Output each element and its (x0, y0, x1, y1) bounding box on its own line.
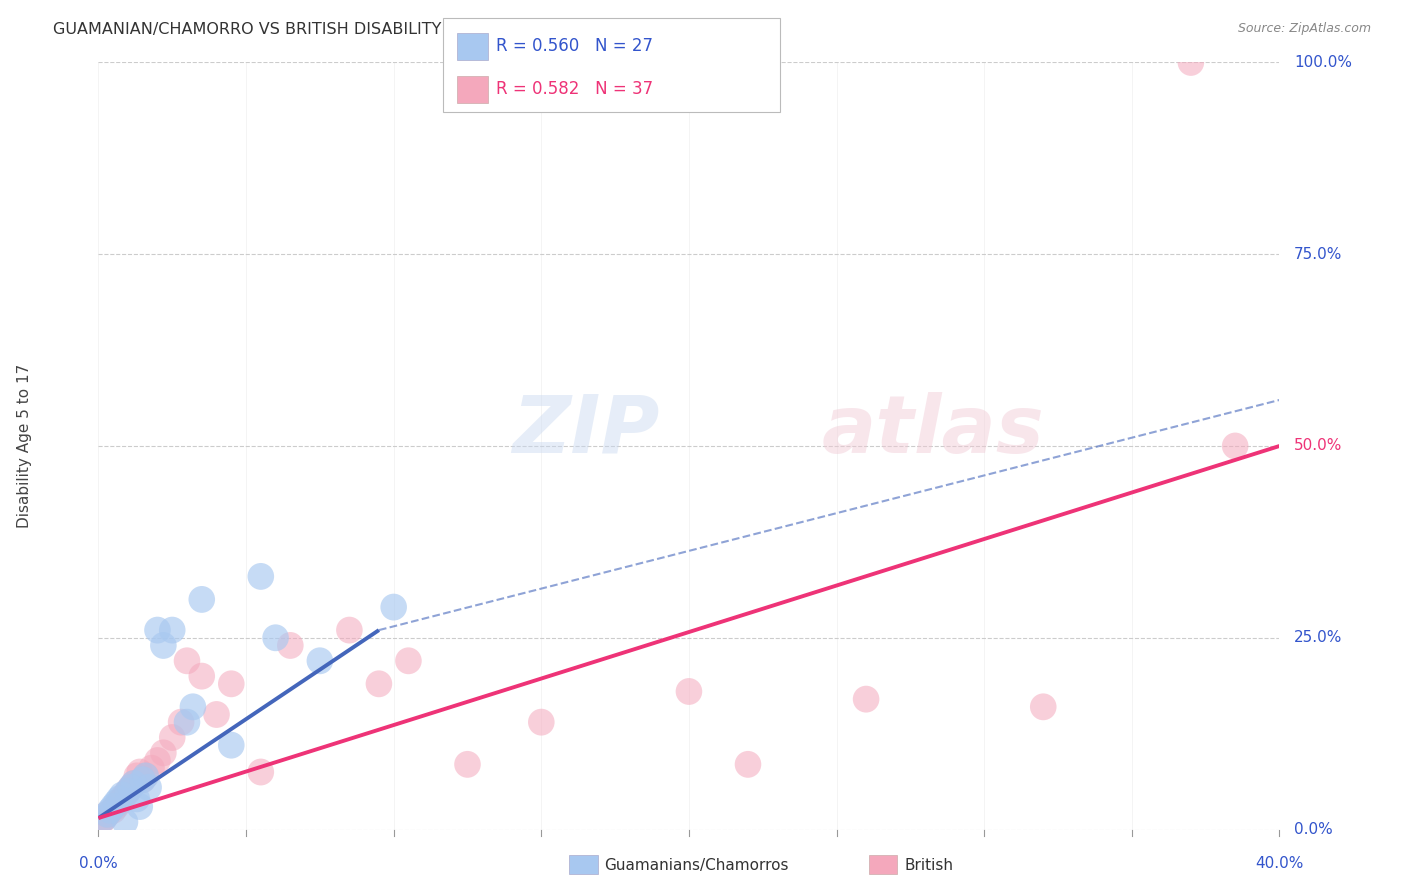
Text: Source: ZipAtlas.com: Source: ZipAtlas.com (1237, 22, 1371, 36)
Text: 0.0%: 0.0% (79, 856, 118, 871)
Ellipse shape (454, 751, 481, 778)
Ellipse shape (127, 793, 153, 820)
Text: 75.0%: 75.0% (1295, 247, 1343, 261)
Ellipse shape (735, 751, 761, 778)
Ellipse shape (97, 797, 124, 824)
Text: 25.0%: 25.0% (1295, 631, 1343, 645)
Ellipse shape (366, 671, 392, 698)
Ellipse shape (188, 663, 215, 690)
Ellipse shape (159, 616, 186, 643)
Ellipse shape (676, 678, 702, 705)
Ellipse shape (180, 693, 207, 720)
Ellipse shape (124, 763, 150, 789)
Text: 50.0%: 50.0% (1295, 439, 1343, 453)
Ellipse shape (127, 758, 153, 786)
Ellipse shape (115, 778, 141, 805)
Ellipse shape (247, 758, 274, 786)
Ellipse shape (132, 763, 159, 789)
Ellipse shape (91, 805, 118, 831)
Ellipse shape (395, 648, 422, 674)
Ellipse shape (1031, 693, 1056, 720)
Text: Guamanians/Chamorros: Guamanians/Chamorros (605, 858, 789, 872)
Ellipse shape (124, 786, 150, 813)
Ellipse shape (103, 789, 129, 816)
Ellipse shape (247, 563, 274, 590)
Ellipse shape (91, 805, 118, 831)
Text: Disability Age 5 to 17: Disability Age 5 to 17 (17, 364, 32, 528)
Text: GUAMANIAN/CHAMORRO VS BRITISH DISABILITY AGE 5 TO 17 CORRELATION CHART: GUAMANIAN/CHAMORRO VS BRITISH DISABILITY… (53, 22, 727, 37)
Text: R = 0.560   N = 27: R = 0.560 N = 27 (496, 37, 654, 55)
Ellipse shape (381, 594, 406, 621)
Ellipse shape (105, 789, 132, 816)
Ellipse shape (529, 709, 554, 736)
Ellipse shape (94, 801, 121, 828)
Ellipse shape (100, 793, 127, 820)
Ellipse shape (129, 766, 156, 793)
Text: 0.0%: 0.0% (1295, 822, 1333, 837)
Ellipse shape (277, 632, 304, 659)
Ellipse shape (105, 786, 132, 813)
Ellipse shape (188, 586, 215, 613)
Ellipse shape (853, 686, 879, 713)
Text: ZIP: ZIP (512, 392, 659, 470)
Ellipse shape (89, 808, 115, 835)
Ellipse shape (150, 632, 177, 659)
Text: 40.0%: 40.0% (1256, 856, 1303, 871)
Ellipse shape (135, 774, 162, 801)
Ellipse shape (138, 755, 165, 781)
Text: R = 0.582   N = 37: R = 0.582 N = 37 (496, 80, 654, 98)
Text: atlas: atlas (823, 392, 1045, 470)
Ellipse shape (103, 793, 129, 820)
Ellipse shape (150, 739, 177, 766)
Text: British: British (904, 858, 953, 872)
Ellipse shape (108, 786, 135, 813)
Ellipse shape (145, 747, 170, 774)
Ellipse shape (115, 778, 141, 805)
Ellipse shape (118, 774, 145, 801)
Ellipse shape (218, 671, 245, 698)
Ellipse shape (1222, 433, 1249, 459)
Ellipse shape (94, 801, 121, 828)
Text: 100.0%: 100.0% (1295, 55, 1353, 70)
Ellipse shape (121, 770, 148, 797)
Ellipse shape (132, 763, 159, 789)
Ellipse shape (118, 774, 145, 801)
Ellipse shape (218, 731, 245, 758)
Ellipse shape (121, 770, 148, 797)
Ellipse shape (263, 624, 288, 651)
Ellipse shape (111, 808, 138, 835)
Ellipse shape (108, 781, 135, 808)
Ellipse shape (167, 709, 194, 736)
Ellipse shape (336, 616, 363, 643)
Ellipse shape (1178, 49, 1204, 76)
Ellipse shape (100, 797, 127, 824)
Ellipse shape (145, 616, 170, 643)
Ellipse shape (159, 724, 186, 751)
Ellipse shape (174, 709, 200, 736)
Ellipse shape (307, 648, 333, 674)
Ellipse shape (111, 781, 138, 808)
Ellipse shape (204, 701, 229, 728)
Ellipse shape (129, 766, 156, 793)
Ellipse shape (174, 648, 200, 674)
